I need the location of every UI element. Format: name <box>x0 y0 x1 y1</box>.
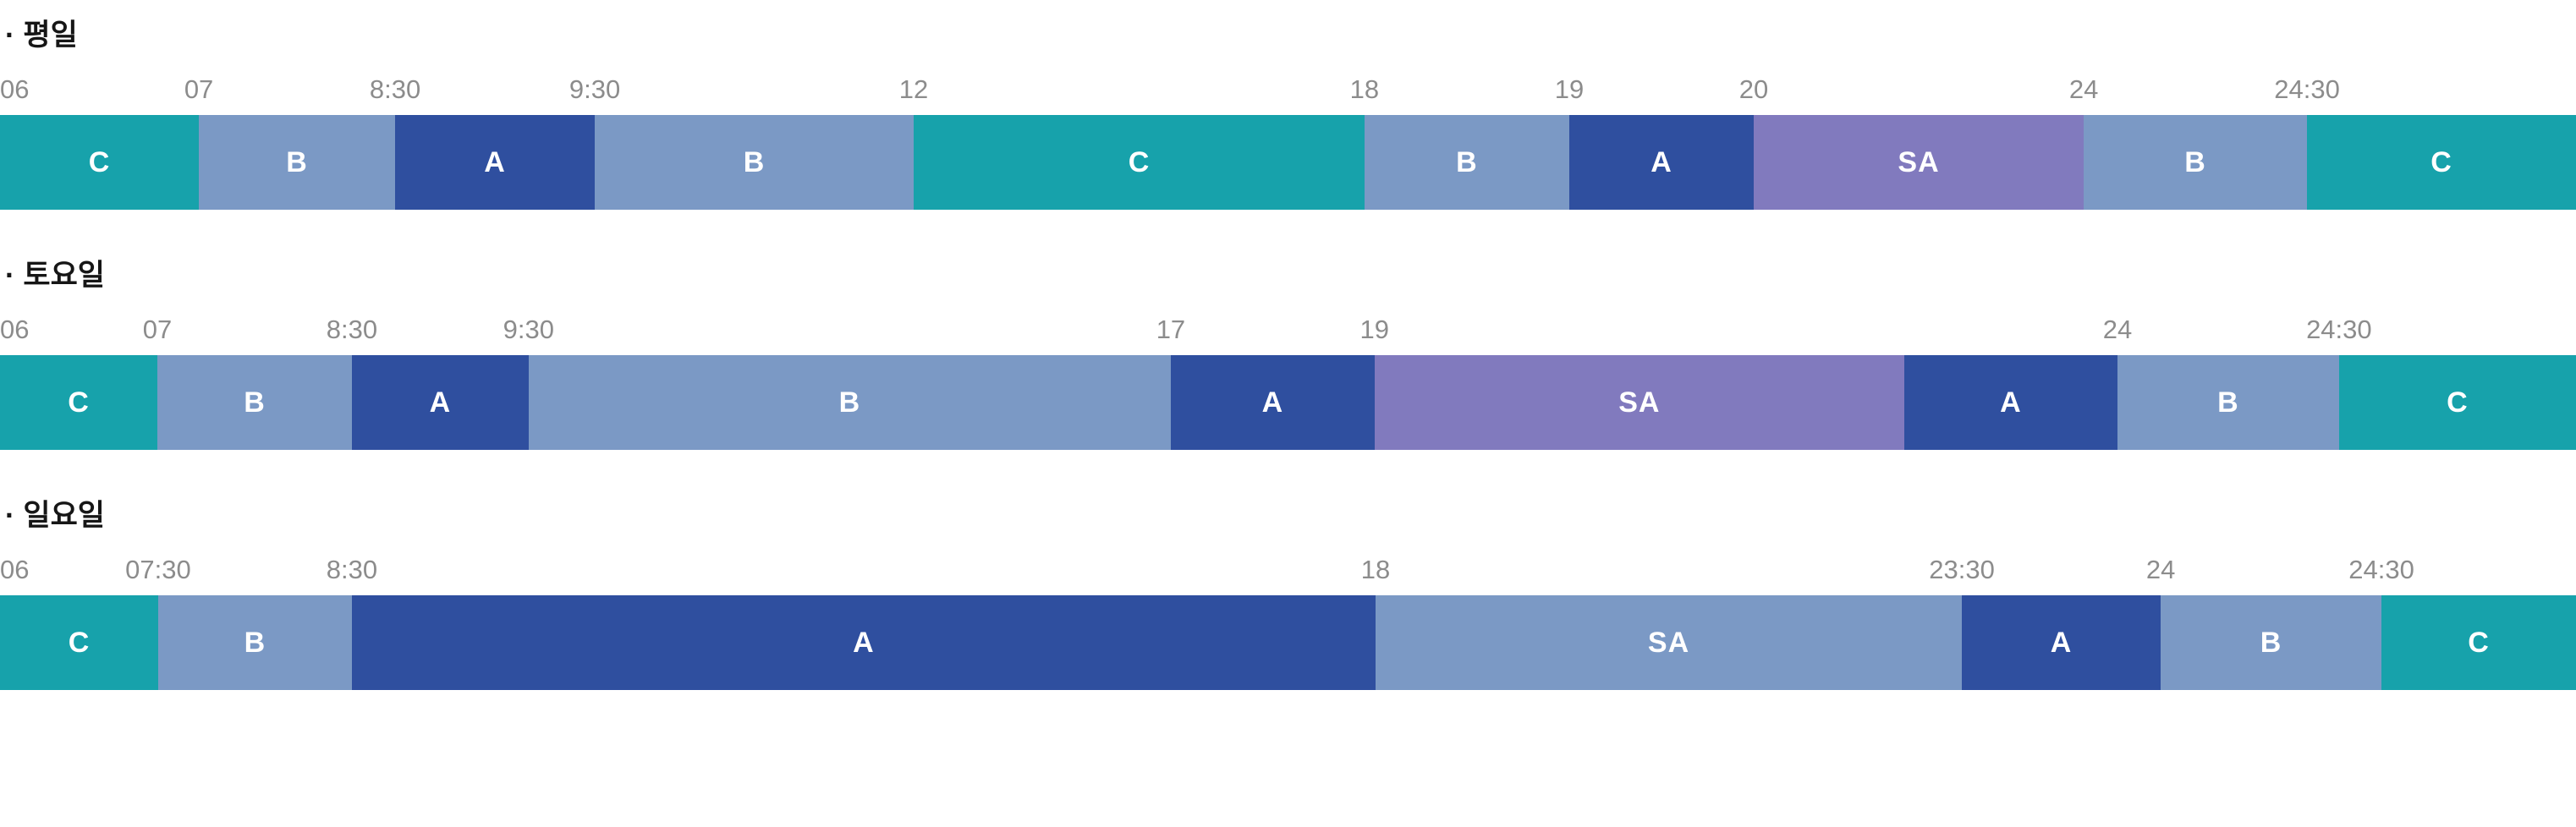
time-band-segment: A <box>1962 595 2161 690</box>
time-band-bar: C B A SA A B C <box>0 595 2576 690</box>
time-band-segment: A <box>1568 115 1754 210</box>
day-row: · 평일 06 07 8:30 9:30 12 18 19 20 24 24:30 C B A B C B A SA… <box>0 17 2576 210</box>
time-band-segment: B <box>528 355 1171 450</box>
time-band-segment: C <box>2381 595 2576 690</box>
time-tick-label: 9:30 <box>568 74 621 104</box>
day-title: · 일요일 <box>5 499 105 532</box>
time-band-segment: B <box>157 595 352 690</box>
time-tick-label: 8:30 <box>326 555 378 584</box>
time-band-segment: A <box>1903 355 2117 450</box>
day-title: · 토요일 <box>5 259 105 292</box>
time-band-segment: C <box>2338 355 2576 450</box>
time-band-segment: B <box>157 355 352 450</box>
time-band-segment: C <box>0 115 200 210</box>
time-tick-label: 20 <box>1738 74 1769 104</box>
time-tick-label: 06 <box>0 315 30 344</box>
time-tick-label: 18 <box>1360 555 1391 584</box>
time-tick-label: 07 <box>184 74 214 104</box>
time-tick-label: 24 <box>2145 555 2176 584</box>
time-tick-label: 24:30 <box>2306 315 2372 344</box>
time-band-segment: B <box>2084 115 2308 210</box>
time-band-segment: SA <box>1753 115 2084 210</box>
time-band-segment: A <box>351 595 1376 690</box>
time-axis: 06 07:30 8:30 18 23:30 24 24:30 <box>0 555 2576 585</box>
time-band-segment: A <box>1170 355 1375 450</box>
day-row: · 일요일 06 07:30 8:30 18 23:30 24 24:30 C B A SA A B C <box>0 497 2576 690</box>
time-band-segment: A <box>395 115 596 210</box>
time-band-segment: B <box>2161 595 2382 690</box>
time-band-segment: B <box>595 115 915 210</box>
time-tick-label: 19 <box>1359 315 1390 344</box>
time-tick-label: 24 <box>2102 315 2133 344</box>
time-band-segment: SA <box>1376 595 1963 690</box>
time-band-segment: C <box>0 595 158 690</box>
time-band-segment: C <box>2307 115 2576 210</box>
time-tick-label: 24 <box>2068 74 2099 104</box>
time-tick-label: 8:30 <box>326 315 378 344</box>
time-band-segment: C <box>914 115 1365 210</box>
time-band-segment: B <box>199 115 396 210</box>
time-tick-label: 18 <box>1349 74 1380 104</box>
day-title: · 평일 <box>5 19 78 52</box>
time-band-segment: A <box>351 355 529 450</box>
time-tick-label: 19 <box>1554 74 1585 104</box>
time-tick-label: 8:30 <box>369 74 421 104</box>
time-band-bar: C B A B A SA A B C <box>0 355 2576 450</box>
day-row: · 토요일 06 07 8:30 9:30 17 19 24 24:30 C B A B A SA A B C <box>0 257 2576 450</box>
time-tick-label: 24:30 <box>2274 74 2340 104</box>
time-tick-label: 9:30 <box>503 315 554 344</box>
time-tick-label: 06 <box>0 74 30 104</box>
time-band-segment: C <box>0 355 158 450</box>
time-axis: 06 07 8:30 9:30 12 18 19 20 24 24:30 <box>0 74 2576 105</box>
time-tick-label: 07 <box>142 315 173 344</box>
time-axis: 06 07 8:30 9:30 17 19 24 24:30 <box>0 315 2576 345</box>
time-band-segment: B <box>2117 355 2339 450</box>
time-tick-label: 24:30 <box>2348 555 2414 584</box>
time-tick-label: 17 <box>1156 315 1186 344</box>
time-band-bar: C B A B C B A SA B C <box>0 115 2576 210</box>
time-band-segment: B <box>1364 115 1569 210</box>
time-tick-label: 23:30 <box>1929 555 1995 584</box>
time-band-segment: SA <box>1374 355 1904 450</box>
time-tick-label: 07:30 <box>125 555 191 584</box>
time-tick-label: 12 <box>898 74 929 104</box>
time-tick-label: 06 <box>0 555 30 584</box>
timetable-rows: · 평일 06 07 8:30 9:30 12 18 19 20 24 24:30 C B A B C B A SA… <box>0 17 2576 690</box>
